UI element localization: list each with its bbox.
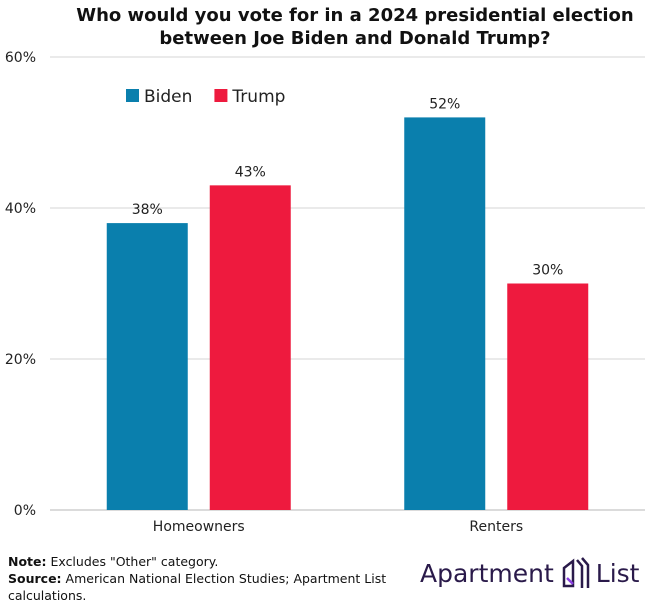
building-logo-icon [562, 557, 590, 588]
y-tick-label: 40% [5, 201, 36, 217]
x-category-label: Renters [469, 519, 523, 535]
bar-trump-homeowners [209, 185, 291, 510]
source-text: American National Election Studies; Apar… [8, 571, 387, 603]
bar-chart: 0% 20% 40% 60% 38% 43% Homeowners 52% 30% Renters… [5, 50, 645, 535]
legend-label: Trump [231, 87, 285, 107]
note-text: Excludes "Other" category. [46, 554, 219, 569]
title-line-2: between Joe Biden and Donald Trump? [159, 28, 551, 49]
note-line: Note: Excludes "Other" category. [8, 553, 398, 570]
legend-swatch-trump [214, 89, 228, 102]
chart-title: Who would you vote for in a 2024 preside… [60, 4, 650, 50]
logo-text-right: List [595, 558, 640, 588]
legend-swatch-biden [126, 89, 139, 102]
logo-text-left: Apartment [420, 558, 554, 588]
data-label: 38% [132, 202, 163, 218]
data-label: 43% [235, 164, 266, 180]
data-label: 52% [429, 96, 460, 112]
bar-biden-homeowners [106, 223, 188, 510]
footnotes: Note: Excludes "Other" category. Source:… [8, 553, 398, 604]
source-line: Source: American National Election Studi… [8, 570, 398, 604]
bar-biden-renters [404, 117, 486, 511]
bar-trump-renters [507, 283, 589, 510]
note-label: Note: [8, 554, 47, 569]
y-tick-label: 20% [5, 352, 36, 368]
y-tick-label: 60% [5, 50, 36, 66]
data-label: 30% [532, 263, 563, 279]
y-tick-label: 0% [14, 503, 36, 519]
legend-label: Biden [144, 87, 192, 107]
source-label: Source: [8, 571, 62, 586]
x-category-label: Homeowners [153, 519, 245, 535]
title-line-1: Who would you vote for in a 2024 preside… [76, 5, 634, 26]
apartment-list-logo: Apartment List [420, 556, 639, 590]
